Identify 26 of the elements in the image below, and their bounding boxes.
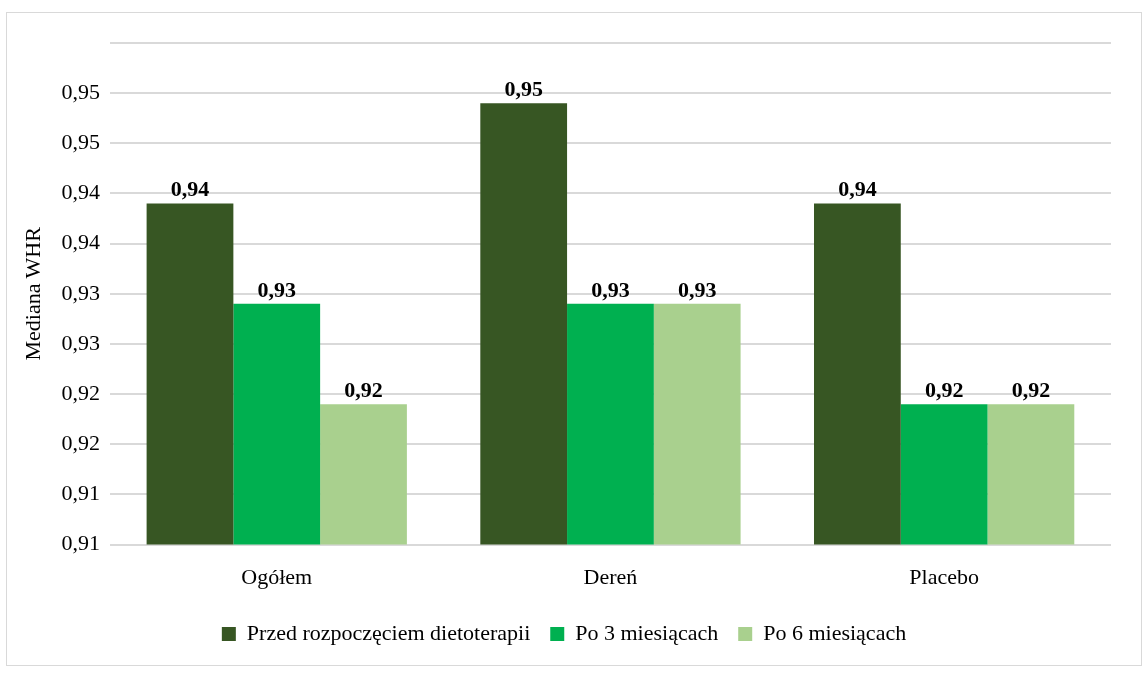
data-label: 0,94 <box>838 176 877 202</box>
data-label: 0,93 <box>591 276 630 302</box>
data-label: 0,94 <box>170 176 210 202</box>
data-label: 0,95 <box>504 75 543 101</box>
legend-label: Po 6 miesiącach <box>763 619 907 645</box>
y-axis-title: Mediana WHR <box>19 226 45 361</box>
data-label: 0,92 <box>1011 376 1051 402</box>
y-tick-label: 0,92 <box>61 379 100 405</box>
y-tick-label: 0,91 <box>61 480 100 506</box>
data-label: 0,93 <box>677 276 717 302</box>
legend-label: Przed rozpoczęciem dietoterapii <box>246 619 531 645</box>
y-tick-label: 0,91 <box>61 530 100 556</box>
x-tick-label: Dereń <box>583 563 638 589</box>
data-label: 0,92 <box>344 376 383 402</box>
x-tick-label: Placebo <box>909 563 979 589</box>
legend-label: Po 3 miesiącach <box>575 619 719 645</box>
y-tick-label: 0,95 <box>61 78 100 104</box>
y-tick-label: 0,94 <box>61 179 100 205</box>
data-label: 0,93 <box>257 276 296 302</box>
y-tick-label: 0,93 <box>61 329 100 355</box>
y-tick-label: 0,93 <box>61 279 100 305</box>
data-label: 0,92 <box>924 376 964 402</box>
y-tick-label: 0,92 <box>61 430 100 456</box>
y-tick-label: 0,95 <box>61 129 100 155</box>
x-tick-label: Ogółem <box>241 563 313 589</box>
y-tick-label: 0,94 <box>61 229 100 255</box>
